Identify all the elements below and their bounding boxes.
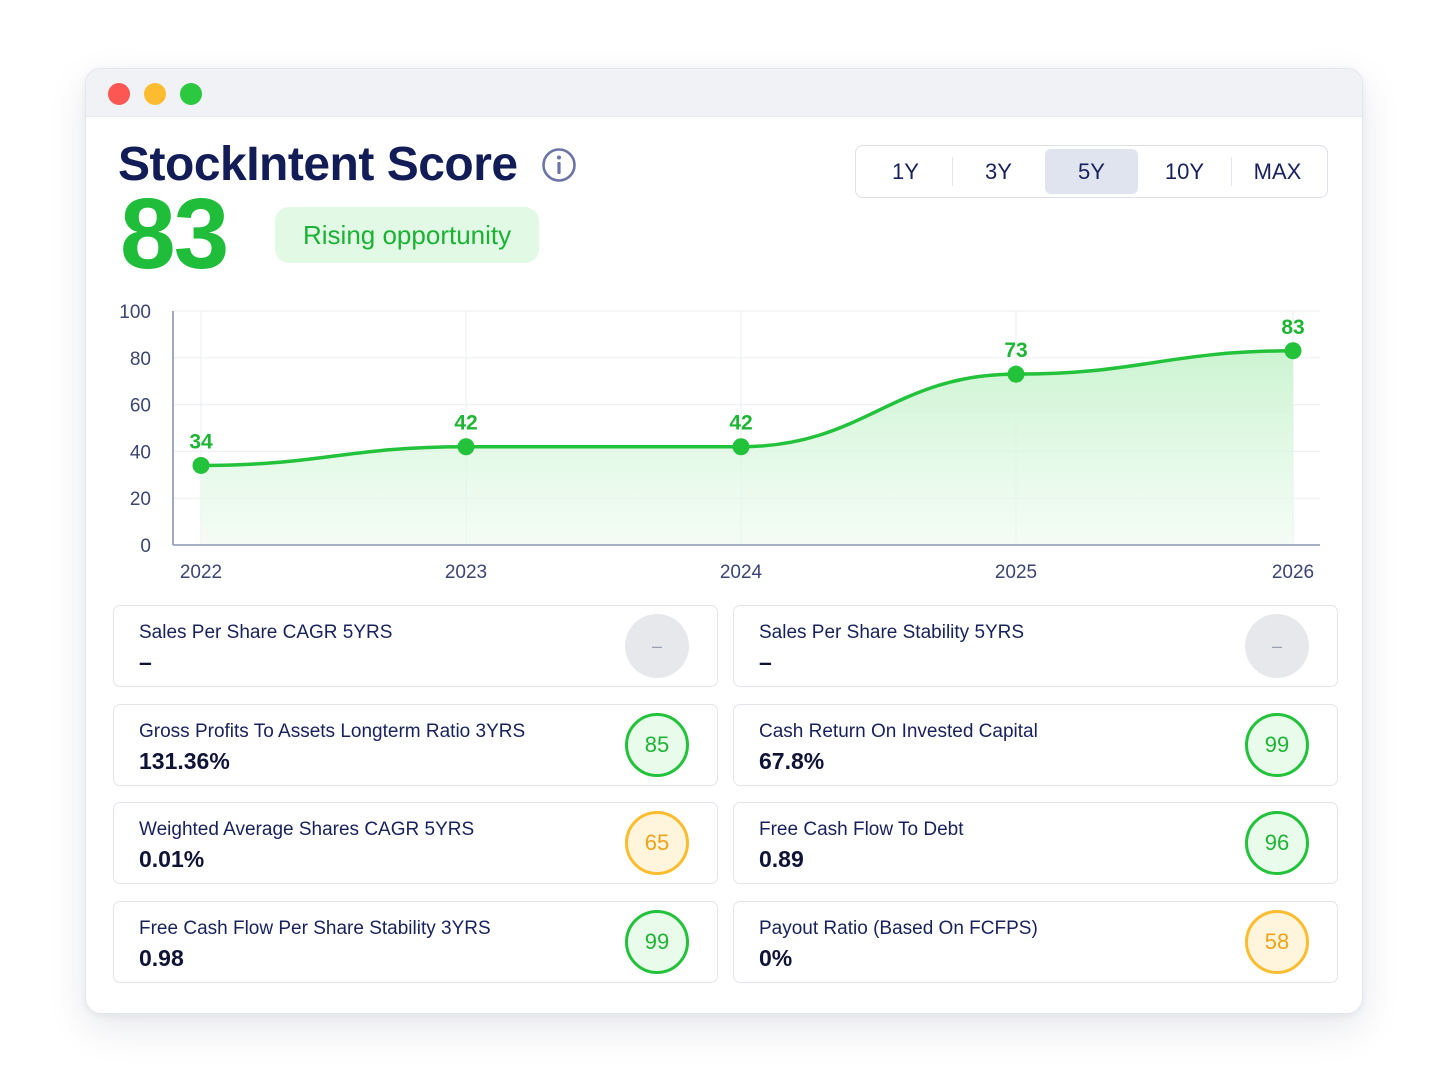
page-title: StockIntent Score: [118, 138, 518, 191]
y-tick-label: 20: [130, 489, 151, 510]
metric-value: 0.01%: [139, 846, 205, 872]
range-button-10y[interactable]: 10Y: [1164, 158, 1205, 184]
metric-card[interactable]: Payout Ratio (Based On FCFPS) 0% 58: [733, 900, 1338, 983]
metric-score-badge: –: [1245, 614, 1309, 678]
metric-label: Sales Per Share CAGR 5YRS: [139, 622, 393, 643]
data-label: 34: [189, 430, 213, 453]
metric-value: –: [759, 649, 772, 675]
data-point[interactable]: [732, 438, 750, 456]
x-tick-label: 2025: [995, 562, 1037, 583]
metric-label: Weighted Average Shares CAGR 5YRS: [139, 819, 475, 840]
data-label: 42: [454, 412, 477, 435]
maximize-window-button[interactable]: [180, 83, 202, 105]
data-label: 73: [1004, 339, 1027, 362]
info-icon[interactable]: [541, 147, 577, 183]
metric-value: 0.89: [759, 846, 804, 872]
metric-label: Free Cash Flow Per Share Stability 3YRS: [139, 917, 491, 939]
minimize-window-button[interactable]: [144, 83, 166, 105]
metric-score-badge: 99: [1245, 712, 1309, 777]
x-tick-label: 2022: [180, 562, 222, 583]
range-button-5y[interactable]: 5Y: [1045, 149, 1138, 194]
status-badge: Rising opportunity: [275, 207, 540, 263]
metric-score-badge: –: [625, 614, 689, 678]
data-point[interactable]: [1007, 365, 1025, 383]
y-tick-label: 100: [119, 302, 151, 323]
window-titlebar: [86, 69, 1362, 117]
y-tick-label: 0: [140, 536, 151, 557]
metric-card[interactable]: Free Cash Flow To Debt 0.89 96: [733, 802, 1338, 884]
range-button-max[interactable]: MAX: [1231, 149, 1324, 194]
metric-score-badge: 96: [1245, 811, 1309, 875]
x-tick-label: 2023: [445, 562, 487, 583]
app-window: StockIntent Score 83 Rising opportunity …: [85, 68, 1363, 1014]
metric-label: Sales Per Share Stability 5YRS: [759, 622, 1025, 643]
metric-card[interactable]: Free Cash Flow Per Share Stability 3YRS 0…: [113, 900, 718, 983]
metric-score-badge: 65: [625, 811, 689, 875]
metric-card[interactable]: Gross Profits To Assets Longterm Ratio 3…: [113, 703, 718, 786]
metric-value: 0%: [759, 944, 793, 971]
y-tick-label: 80: [130, 349, 151, 370]
metric-card[interactable]: Sales Per Share Stability 5YRS – –: [733, 605, 1338, 687]
data-point[interactable]: [192, 456, 210, 474]
metric-value: 0.98: [139, 944, 184, 971]
data-point[interactable]: [1284, 342, 1302, 360]
x-tick-label: 2024: [720, 562, 763, 583]
metric-label: Gross Profits To Assets Longterm Ratio 3…: [139, 720, 526, 742]
close-window-button[interactable]: [108, 83, 130, 105]
metric-value: 67.8%: [759, 747, 825, 774]
metric-card[interactable]: Cash Return On Invested Capital 67.8% 99: [733, 703, 1338, 786]
metric-card[interactable]: Weighted Average Shares CAGR 5YRS 0.01% 65: [113, 802, 718, 884]
metric-label: Cash Return On Invested Capital: [759, 720, 1038, 742]
score-value: 83: [120, 178, 229, 290]
metric-label: Payout Ratio (Based On FCFPS): [759, 917, 1038, 939]
range-button-3y[interactable]: 3Y: [952, 149, 1045, 194]
metric-value: –: [139, 649, 152, 675]
metric-card[interactable]: Sales Per Share CAGR 5YRS – –: [113, 605, 718, 687]
x-tick-label: 2026: [1272, 562, 1314, 583]
metric-score-badge: 58: [1245, 909, 1309, 974]
y-tick-label: 60: [130, 396, 151, 417]
data-point[interactable]: [457, 438, 475, 456]
data-label: 42: [729, 412, 752, 435]
metric-value: 131.36%: [139, 747, 230, 774]
range-button-1y[interactable]: 1Y: [892, 158, 919, 184]
metric-score-badge: 85: [625, 712, 689, 777]
data-label: 83: [1281, 316, 1304, 339]
metric-label: Free Cash Flow To Debt: [759, 819, 964, 840]
score-history-chart: 0 20 40 60 80 100 34 2022 42 2023 42 2024 73 2025 83 20…: [119, 302, 1320, 583]
time-range-selector: 1Y 3Y 5Y 10Y MAX: [855, 145, 1328, 198]
metric-score-badge: 99: [625, 909, 689, 974]
y-tick-label: 40: [130, 442, 151, 463]
